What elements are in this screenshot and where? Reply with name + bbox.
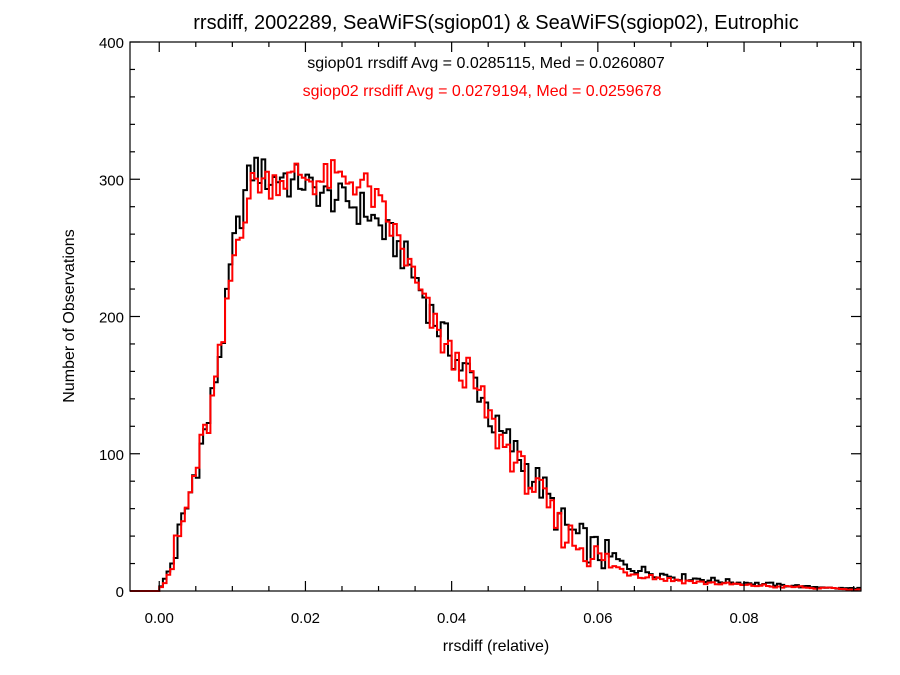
x-axis-label: rrsdiff (relative) — [443, 638, 549, 655]
y-tick-label: 100 — [99, 447, 124, 464]
sgiop01-stats-annotation: sgiop01 rrsdiff Avg = 0.0285115, Med = 0… — [307, 55, 665, 72]
x-tick-label: 0.06 — [583, 610, 612, 627]
sgiop02-stats-annotation: sgiop02 rrsdiff Avg = 0.0279194, Med = 0… — [303, 83, 662, 100]
histogram-series-sgiop02 — [130, 159, 861, 592]
y-axis-label: Number of Observations — [61, 229, 78, 402]
y-tick-label: 0 — [116, 584, 124, 601]
histogram-series-sgiop01 — [130, 156, 861, 592]
x-tick-label: 0.02 — [291, 610, 320, 627]
y-tick-label: 300 — [99, 172, 124, 189]
chart-title: rrsdiff, 2002289, SeaWiFS(sgiop01) & Sea… — [193, 12, 798, 34]
axes-layer: 0.00 0.02 0.04 0.06 0.08 0 100 200 300 400 — [99, 35, 861, 627]
x-tick-label: 0.00 — [145, 610, 174, 627]
y-tick-label: 200 — [99, 310, 124, 327]
y-tick-label: 400 — [99, 35, 124, 52]
series-layer — [130, 156, 861, 592]
plot-frame — [129, 41, 862, 592]
x-tick-label: 0.08 — [729, 610, 758, 627]
x-tick-label: 0.04 — [437, 610, 466, 627]
